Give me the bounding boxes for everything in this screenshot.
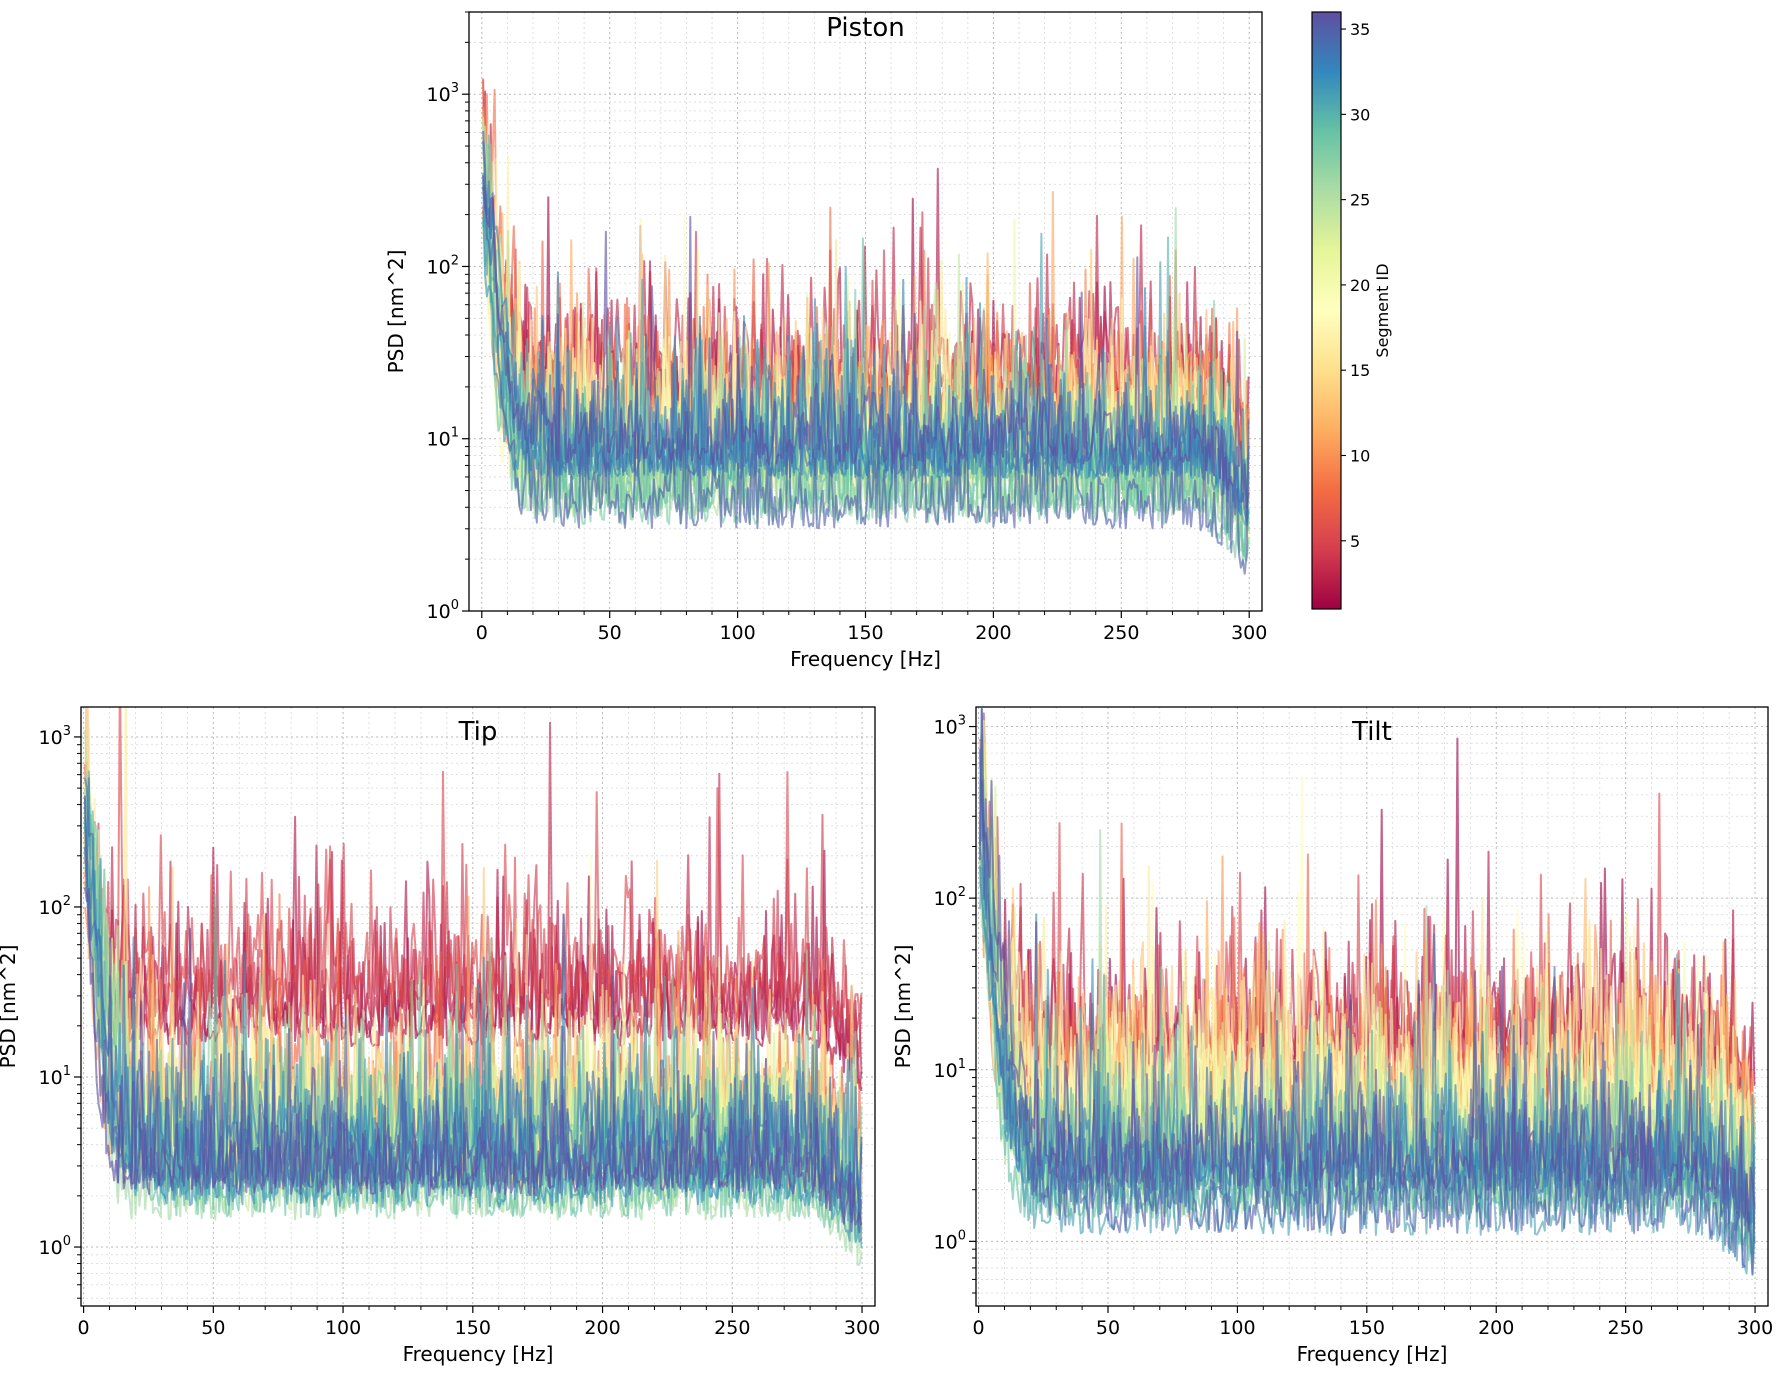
y-tick-label: 101 <box>39 1064 71 1089</box>
x-tick-label: 300 <box>1231 622 1267 644</box>
series-group <box>83 707 863 1266</box>
segment-36-psd-line <box>482 175 1250 509</box>
y-tick-label: 102 <box>427 253 459 278</box>
x-axis-label: Frequency [Hz] <box>403 1342 554 1366</box>
segment-36-psd-line <box>83 887 863 1233</box>
x-tick-label: 200 <box>1478 1317 1514 1339</box>
piston-panel: 0 50 100 150 200 250 300 100 101 102 103 Piston Freq… <box>384 11 1267 671</box>
colorbar-tick-label: 25 <box>1350 191 1370 210</box>
x-tick-label: 150 <box>1349 1317 1385 1339</box>
y-tick-label: 102 <box>934 885 966 910</box>
x-tick-label: 150 <box>847 622 883 644</box>
tip-panel: 0 50 100 150 200 250 300 100 101 102 103 Tip Frequen… <box>0 706 880 1366</box>
x-tick-label: 100 <box>1219 1317 1255 1339</box>
axes-frame <box>80 706 876 1307</box>
x-tick-label: 200 <box>975 622 1011 644</box>
x-tick-label: 100 <box>325 1317 361 1339</box>
panel-title: Tilt <box>1351 717 1392 747</box>
x-tick-label: 50 <box>1096 1317 1120 1339</box>
x-tick-label: 300 <box>844 1317 880 1339</box>
colorbar-tick-label: 10 <box>1350 446 1370 465</box>
y-tick-label: 100 <box>39 1234 71 1259</box>
x-tick-label: 50 <box>201 1317 225 1339</box>
series-group <box>978 707 1756 1276</box>
y-tick-label: 101 <box>934 1057 966 1082</box>
segment-35-psd-line <box>978 707 1756 1275</box>
segment-36-psd-line <box>979 778 1756 1230</box>
panel-title: Tip <box>458 717 498 747</box>
colorbar-tick-label: 35 <box>1350 20 1370 39</box>
axes-frame <box>975 706 1769 1307</box>
y-axis-label: PSD [nm^2] <box>891 945 915 1069</box>
y-tick-label: 101 <box>427 426 459 451</box>
x-tick-label: 0 <box>78 1317 90 1339</box>
y-axis-label: PSD [nm^2] <box>0 945 20 1069</box>
x-tick-label: 50 <box>598 622 622 644</box>
x-tick-label: 300 <box>1737 1317 1773 1339</box>
colorbar-tick-label: 20 <box>1350 276 1370 295</box>
x-axis-label: Frequency [Hz] <box>1297 1342 1448 1366</box>
segment-29-psd-line <box>83 806 863 1242</box>
colorbar-tick-label: 15 <box>1350 361 1370 380</box>
x-tick-label: 150 <box>455 1317 491 1339</box>
panel-title: Piston <box>826 13 904 43</box>
y-tick-label: 103 <box>427 81 459 106</box>
x-tick-label: 100 <box>719 622 755 644</box>
y-tick-label: 103 <box>39 724 71 749</box>
segment-colorbar: 5 10 15 20 25 30 35 Segment ID <box>1311 11 1392 610</box>
colorbar-gradient <box>1311 11 1342 610</box>
colorbar-tick-label: 5 <box>1350 532 1360 551</box>
y-axis-label: PSD [nm^2] <box>384 250 408 374</box>
x-tick-label: 250 <box>1103 622 1139 644</box>
x-tick-label: 0 <box>476 622 488 644</box>
x-tick-label: 200 <box>584 1317 620 1339</box>
tilt-panel: 0 50 100 150 200 250 300 100 101 102 103 Tilt Freque… <box>891 706 1773 1366</box>
x-tick-label: 0 <box>973 1317 985 1339</box>
x-axis-label: Frequency [Hz] <box>790 647 941 671</box>
x-tick-label: 250 <box>1608 1317 1644 1339</box>
y-tick-label: 100 <box>427 598 459 623</box>
segment-34-psd-line <box>482 186 1250 522</box>
y-tick-label: 100 <box>934 1228 966 1253</box>
colorbar-label: Segment ID <box>1373 263 1392 357</box>
series-group <box>482 78 1250 575</box>
segment-35-psd-line <box>482 130 1250 575</box>
colorbar-tick-label: 30 <box>1350 105 1370 124</box>
y-tick-label: 102 <box>39 894 71 919</box>
y-tick-label: 103 <box>934 714 966 739</box>
x-tick-label: 250 <box>714 1317 750 1339</box>
